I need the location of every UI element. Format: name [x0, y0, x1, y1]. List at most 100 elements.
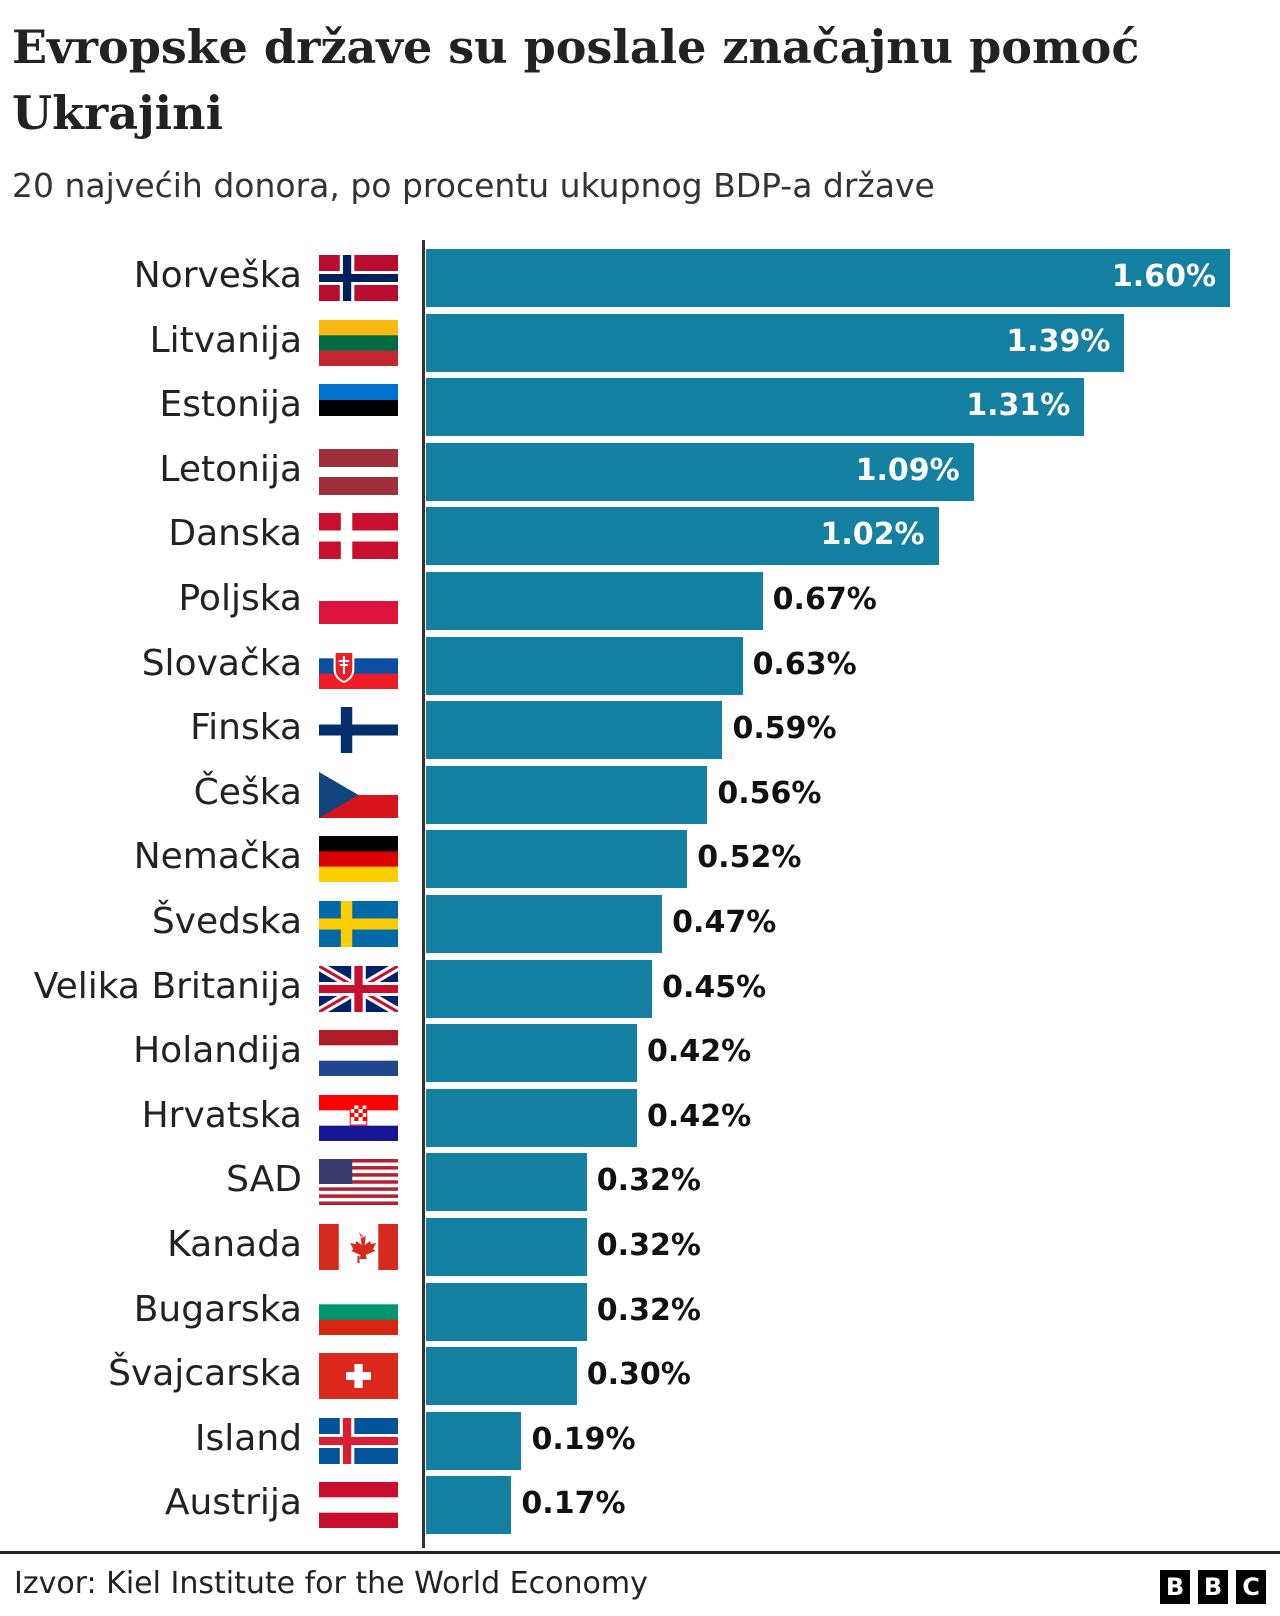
poland-flag-icon [319, 578, 398, 624]
category-label: Letonija [159, 448, 302, 490]
category-label: Austrija [164, 1482, 302, 1524]
sweden-flag-icon [319, 901, 398, 947]
category-label: Kanada [167, 1224, 302, 1265]
bar-row: SAD 0.32% [0, 1153, 1280, 1212]
value-label: 0.32% [596, 1228, 701, 1263]
finland-flag-icon [319, 707, 398, 754]
bar [426, 249, 1230, 307]
bar-row: Bugarska 0.32% [0, 1282, 1280, 1341]
bar-row: Estonija 1.31% [0, 378, 1280, 437]
value-label: 1.39% [1006, 323, 1111, 359]
bar [426, 765, 708, 824]
estonia-flag-icon [319, 384, 398, 431]
bar-row: Danska 1.02% [0, 507, 1280, 566]
germany-flag-icon [319, 836, 398, 883]
value-label: 0.19% [531, 1421, 636, 1457]
value-label: 0.52% [697, 840, 802, 876]
value-label: 0.42% [647, 1034, 752, 1070]
category-label: Holandija [133, 1030, 302, 1072]
bar-row: Island 0.19% [0, 1411, 1280, 1470]
bar [426, 636, 743, 695]
bar-row: Švedska 0.47% [0, 895, 1280, 953]
bar-row: Češka 0.56% [0, 765, 1280, 824]
bar [426, 1347, 577, 1406]
canada-flag-icon [319, 1224, 398, 1270]
value-label: 0.30% [586, 1357, 691, 1393]
source-note: Izvor: Kiel Institute for the World Econ… [14, 1566, 648, 1601]
value-label: 0.59% [732, 711, 837, 747]
bar [426, 959, 653, 1018]
bar [426, 1218, 587, 1276]
bar-row: Norveška 1.60% [0, 249, 1280, 307]
bar [426, 1476, 512, 1535]
denmark-flag-icon [319, 513, 398, 560]
bar [426, 830, 688, 889]
bar-row: Hrvatska 0.42% [0, 1088, 1280, 1147]
category-label: Norveška [133, 255, 302, 296]
uk-flag-icon [319, 965, 398, 1012]
bar-row: Nemačka 0.52% [0, 830, 1280, 889]
bar-row: Slovačka 0.63% [0, 636, 1280, 695]
category-label: Nemačka [133, 836, 302, 878]
value-label: 0.56% [717, 775, 822, 811]
bar [426, 507, 939, 566]
category-label: Bugarska [133, 1288, 302, 1330]
bar [426, 895, 663, 953]
category-label: Češka [193, 771, 302, 813]
value-label: 0.17% [521, 1486, 626, 1522]
value-label: 1.09% [855, 452, 960, 488]
bar-row: Velika Britanija 0.45% [0, 959, 1280, 1018]
value-label: 0.32% [596, 1163, 701, 1199]
latvia-flag-icon [319, 448, 398, 495]
bbc-logo: B B C [1160, 1570, 1266, 1604]
bar-row: Kanada 0.32% [0, 1218, 1280, 1276]
bar-row: Litvanija 1.39% [0, 313, 1280, 372]
bbc-logo-letter: C [1236, 1570, 1266, 1604]
norway-flag-icon [319, 255, 398, 301]
value-label: 0.32% [596, 1292, 701, 1328]
category-label: Estonija [159, 384, 302, 426]
chart-title: Evropske države su poslale značajnu pomo… [12, 20, 1140, 140]
bulgaria-flag-icon [319, 1288, 398, 1335]
category-label: Švajcarska [108, 1353, 302, 1395]
netherlands-flag-icon [319, 1030, 398, 1077]
y-axis-line [422, 240, 425, 1548]
bar [426, 1282, 587, 1341]
value-label: 0.45% [662, 969, 767, 1005]
category-label: Poljska [178, 578, 303, 619]
bbc-logo-letter: B [1198, 1570, 1228, 1604]
bar-row: Holandija 0.42% [0, 1024, 1280, 1083]
category-label: Hrvatska [141, 1094, 302, 1136]
bar [426, 1024, 638, 1083]
bar-row: Finska 0.59% [0, 701, 1280, 760]
bar-row: Poljska 0.67% [0, 572, 1280, 630]
switzerland-flag-icon [319, 1353, 398, 1400]
value-label: 0.42% [647, 1098, 752, 1134]
bar [426, 1088, 638, 1147]
category-label: SAD [226, 1159, 302, 1201]
lithuania-flag-icon [319, 319, 398, 366]
chart-subtitle: 20 najvećih donora, po procentu ukupnog … [12, 166, 935, 205]
category-label: Finska [190, 707, 302, 749]
value-label: 1.31% [966, 388, 1071, 424]
bar [426, 1411, 522, 1470]
category-label: Slovačka [141, 642, 302, 684]
category-label: Litvanija [149, 319, 302, 361]
slovakia-flag-icon [319, 642, 398, 689]
category-label: Danska [168, 513, 302, 555]
value-label: 0.47% [672, 905, 777, 940]
bar-row: Švajcarska 0.30% [0, 1347, 1280, 1406]
bar [426, 572, 763, 630]
value-label: 0.67% [772, 582, 877, 617]
category-label: Island [194, 1417, 302, 1459]
value-label: 1.60% [1111, 259, 1216, 294]
croatia-flag-icon [319, 1094, 398, 1141]
value-label: 1.02% [820, 517, 925, 553]
bar-row: Letonija 1.09% [0, 442, 1280, 501]
austria-flag-icon [319, 1482, 398, 1529]
usa-flag-icon [319, 1159, 398, 1206]
bar [426, 313, 1125, 372]
value-label: 0.63% [752, 646, 857, 682]
bar [426, 701, 723, 760]
czechia-flag-icon [319, 771, 398, 818]
